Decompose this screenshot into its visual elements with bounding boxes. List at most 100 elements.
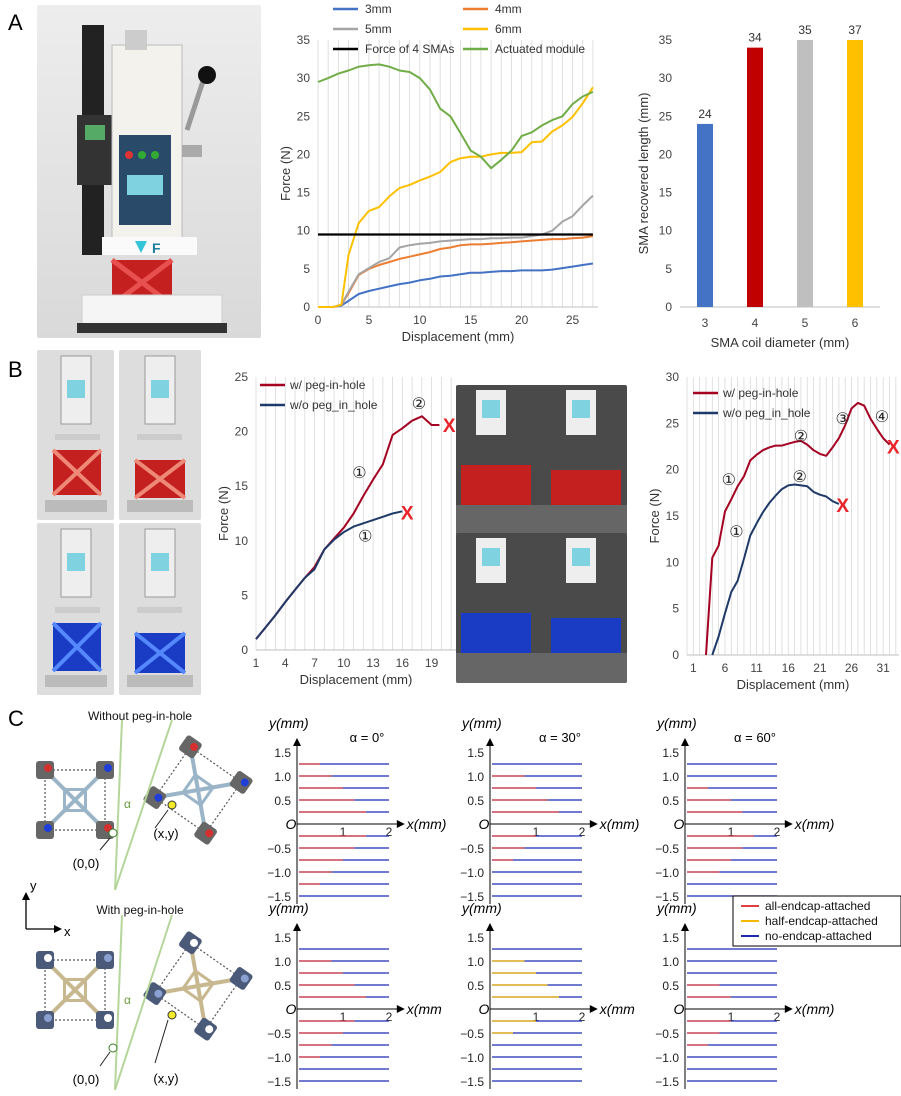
- y-tick-label: 0.5: [274, 794, 291, 808]
- endcap-dot: [104, 954, 112, 962]
- x-unit-label: x(mm: [599, 1001, 635, 1017]
- endcap-dot: [240, 974, 249, 983]
- legend-label: w/ peg-in-hole: [722, 386, 799, 400]
- y-tick-label: 10: [297, 224, 311, 238]
- target-point: [167, 1010, 177, 1020]
- y-unit-label: y(mm): [656, 715, 697, 731]
- y-tick-label: 5: [303, 262, 310, 276]
- leader-line: [154, 1019, 169, 1064]
- reference-line: [114, 719, 123, 891]
- x-axis-label: Displacement (mm): [300, 672, 413, 687]
- x-tick-label: 3: [702, 316, 709, 330]
- module-with-right: [143, 931, 253, 1041]
- x-tick-label: 10: [413, 313, 427, 327]
- y-tick-label: 5: [241, 588, 248, 602]
- bar: [697, 123, 713, 308]
- x-tick-label: 2: [386, 1010, 393, 1024]
- x-tick-label: 5: [366, 313, 373, 327]
- y-tick-label: −0.5: [655, 842, 679, 856]
- y-tick-label: 1.5: [662, 746, 679, 760]
- x-axis-label: Displacement (mm): [737, 677, 850, 692]
- x-axis-label: Displacement (mm): [402, 329, 515, 344]
- y-axis-label: SMA recovered length (mm): [636, 93, 651, 255]
- x-tick-label: 21: [813, 661, 827, 675]
- stage-annotation: ①: [358, 528, 372, 545]
- origin-point: [108, 828, 118, 838]
- legend-label: no-endcap-attached: [765, 929, 872, 943]
- x-unit-label: x(mm): [794, 816, 835, 832]
- x-tick-label: 11: [750, 661, 763, 675]
- y-tick-label: 1.5: [662, 931, 679, 945]
- y-unit-label: y(mm): [656, 900, 697, 916]
- x-tick-label: 2: [579, 1010, 586, 1024]
- y-axis-label: Force (N): [647, 489, 662, 544]
- chart-c-grids: y(mm) x(mm) O 1.5 1.0 0.5 −0.5 −1.0 −1.5 1 2 α = 0°…: [267, 715, 901, 1089]
- y-tick-label: 0: [665, 300, 672, 314]
- origin-label: O: [286, 816, 297, 832]
- y-tick-label: 1.5: [274, 931, 291, 945]
- strut: [63, 788, 87, 812]
- x-tick-label: 1: [340, 1010, 347, 1024]
- y-tick-label: 25: [235, 370, 249, 384]
- x-tick-label: 1: [690, 661, 697, 675]
- y-tick-label: −1.0: [655, 866, 679, 880]
- x-arrowhead: [589, 1005, 598, 1013]
- y-tick-label: 1.0: [662, 955, 679, 969]
- origin-label: (0,0): [73, 1072, 100, 1087]
- x-tick-label: 6: [852, 316, 859, 330]
- origin-point: [108, 1043, 118, 1053]
- axis-x-label: x: [64, 924, 71, 939]
- x-arrowhead: [784, 1005, 793, 1013]
- stage-annotation: ②: [412, 396, 426, 413]
- endcap-dot: [44, 1014, 52, 1022]
- y-tick-label: 25: [666, 416, 680, 430]
- endcap-dot: [44, 824, 52, 832]
- y-tick-label: 1.5: [274, 746, 291, 760]
- series-line: [318, 86, 594, 308]
- y-tick-label: −1.0: [267, 1051, 291, 1065]
- origin-label: O: [674, 816, 685, 832]
- x-tick-label: 19: [425, 656, 439, 670]
- diagram-title-without: Without peg-in-hole: [88, 709, 192, 723]
- series-line: [318, 194, 594, 308]
- bar: [847, 40, 863, 307]
- x-tick-label: 15: [464, 313, 478, 327]
- y-tick-label: 35: [659, 33, 673, 47]
- force-arrow-label: F: [152, 240, 161, 256]
- x-tick-label: 7: [311, 656, 318, 670]
- x-tick-label: 4: [752, 316, 759, 330]
- x-arrowhead: [784, 820, 793, 828]
- y-tick-label: −1.5: [267, 890, 291, 904]
- slope-line: [114, 719, 173, 891]
- y-tick-label: 1.0: [274, 955, 291, 969]
- origin-label: O: [674, 1001, 685, 1017]
- pull-test-photo-1: [37, 350, 114, 520]
- panel-title: α = 30°: [539, 730, 581, 745]
- compression-photo-blue: [456, 533, 627, 683]
- y-tick-label: −0.5: [460, 842, 484, 856]
- leader-line: [99, 837, 111, 851]
- bar-value-label: 37: [848, 23, 862, 37]
- x-axis-label: SMA coil diameter (mm): [711, 335, 850, 350]
- module-without-right: [143, 735, 253, 845]
- y-tick-label: 1.0: [274, 770, 291, 784]
- y-tick-label: 1.0: [467, 770, 484, 784]
- legend-label: w/ peg-in-hole: [289, 378, 366, 392]
- series-line: [255, 510, 403, 640]
- endcap-dot: [189, 938, 198, 947]
- pull-test-photo-4: [119, 523, 201, 695]
- x-arrowhead: [396, 1005, 405, 1013]
- origin-label: O: [479, 1001, 490, 1017]
- legend-label: 5mm: [365, 22, 392, 36]
- fail-marker: X: [887, 438, 900, 459]
- series-line: [711, 483, 840, 656]
- y-tick-label: 1.5: [467, 931, 484, 945]
- strut: [180, 772, 216, 808]
- pull-test-photo-2: [119, 350, 201, 520]
- y-tick-label: −1.0: [655, 1051, 679, 1065]
- y-tick-label: −1.5: [655, 1075, 679, 1089]
- y-tick-label: 0: [241, 643, 248, 657]
- y-tick-label: 25: [297, 109, 311, 123]
- strut: [180, 968, 216, 1004]
